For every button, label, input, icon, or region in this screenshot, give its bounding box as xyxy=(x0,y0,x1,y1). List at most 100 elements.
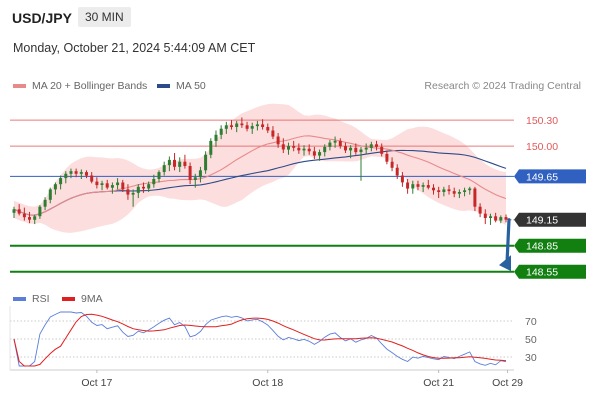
candle xyxy=(245,125,249,129)
candle xyxy=(188,166,192,180)
candle xyxy=(489,216,492,218)
candle xyxy=(354,147,358,153)
candle xyxy=(468,188,472,191)
level-tag-label: 149.15 xyxy=(526,215,558,227)
level-tag-label: 149.65 xyxy=(526,171,558,183)
level-tag-150-00: 150.00 xyxy=(526,141,558,153)
candle xyxy=(12,209,16,213)
candle xyxy=(167,159,171,166)
x-tick-label: Oct 17 xyxy=(81,377,112,389)
candle xyxy=(100,183,104,185)
rsi-ma-swatch xyxy=(62,297,75,301)
header-bar: USD/JPY 30 MIN xyxy=(0,0,590,36)
candle xyxy=(152,179,156,185)
candle xyxy=(411,184,415,189)
rsi-line xyxy=(13,311,507,367)
candle xyxy=(333,140,337,143)
x-tick-label: Oct 21 xyxy=(423,377,454,389)
candle xyxy=(432,187,435,191)
research-credit: Research © 2024 Trading Central xyxy=(424,80,581,92)
candle xyxy=(136,186,140,193)
level-tag-148-55: 148.55 xyxy=(514,264,586,279)
candle xyxy=(17,209,21,214)
candle xyxy=(364,147,368,150)
candle xyxy=(157,172,161,179)
x-tick-label: Oct 29 xyxy=(492,377,523,389)
candle xyxy=(142,186,145,189)
legend-rsi-ma-label: 9MA xyxy=(81,293,103,305)
candle xyxy=(416,184,420,187)
legend-ma50: MA 50 xyxy=(157,80,206,92)
candle xyxy=(85,172,88,176)
candle xyxy=(28,217,31,220)
candle xyxy=(64,173,68,179)
candle xyxy=(214,134,218,141)
legend-ma20-label: MA 20 + Bollinger Bands xyxy=(32,80,148,92)
candle xyxy=(204,154,208,171)
candle xyxy=(447,189,451,192)
level-tag-149-65: 149.65 xyxy=(514,169,586,184)
candle xyxy=(121,182,125,190)
candle xyxy=(281,144,285,150)
timestamp: Monday, October 21, 2024 5:44:09 AM CET xyxy=(13,41,256,55)
candle xyxy=(276,136,280,145)
instrument-symbol: USD/JPY xyxy=(12,10,72,26)
level-tag-label: 148.85 xyxy=(526,241,558,253)
candle xyxy=(328,142,332,147)
level-tag-150-30: 150.30 xyxy=(526,115,558,127)
candle xyxy=(266,127,270,131)
candle xyxy=(338,140,342,147)
legend-rsi-label: RSI xyxy=(32,293,50,305)
candle xyxy=(494,216,498,221)
rsi-tick-label: 50 xyxy=(525,334,537,346)
rsi-ma-line xyxy=(13,313,507,367)
candle xyxy=(110,185,114,188)
candle xyxy=(79,172,83,174)
rsi-tick-label: 30 xyxy=(525,352,537,364)
candle xyxy=(426,185,430,188)
candle xyxy=(198,170,202,178)
candle xyxy=(452,191,456,194)
candle xyxy=(406,182,410,189)
level-tag-label: 150.00 xyxy=(526,141,558,153)
candle xyxy=(318,152,322,156)
candle xyxy=(344,146,347,151)
rsi-swatch xyxy=(13,297,26,301)
candle xyxy=(131,192,135,195)
candle xyxy=(261,124,265,127)
candle xyxy=(375,144,378,147)
candle xyxy=(240,123,244,126)
candle xyxy=(250,126,254,129)
candle xyxy=(162,165,166,172)
candle xyxy=(483,213,487,218)
candle xyxy=(395,167,399,176)
candle xyxy=(499,217,503,221)
candle xyxy=(359,149,363,153)
candle xyxy=(38,206,42,217)
candle xyxy=(463,190,467,192)
candle xyxy=(302,148,306,151)
candle xyxy=(349,147,353,151)
level-tag-box xyxy=(514,238,586,253)
candle xyxy=(183,161,187,166)
ma20-line xyxy=(13,135,507,216)
legend-rsi: RSI xyxy=(13,293,50,305)
candle xyxy=(312,151,316,156)
candle xyxy=(287,146,290,150)
candle xyxy=(53,184,57,190)
candle xyxy=(271,130,275,137)
level-tag-label: 150.30 xyxy=(526,115,558,127)
level-tag-box xyxy=(514,212,586,227)
candle xyxy=(292,146,296,148)
candle xyxy=(74,171,78,174)
candle xyxy=(323,146,327,153)
x-tick-label: Oct 18 xyxy=(252,377,283,389)
legend-ma20: MA 20 + Bollinger Bands xyxy=(13,80,147,92)
candle xyxy=(209,140,213,155)
candle xyxy=(230,125,233,127)
candle xyxy=(59,178,63,185)
timeframe-selector[interactable]: 30 MIN xyxy=(78,7,131,27)
candle xyxy=(95,181,99,186)
candle xyxy=(69,171,73,174)
